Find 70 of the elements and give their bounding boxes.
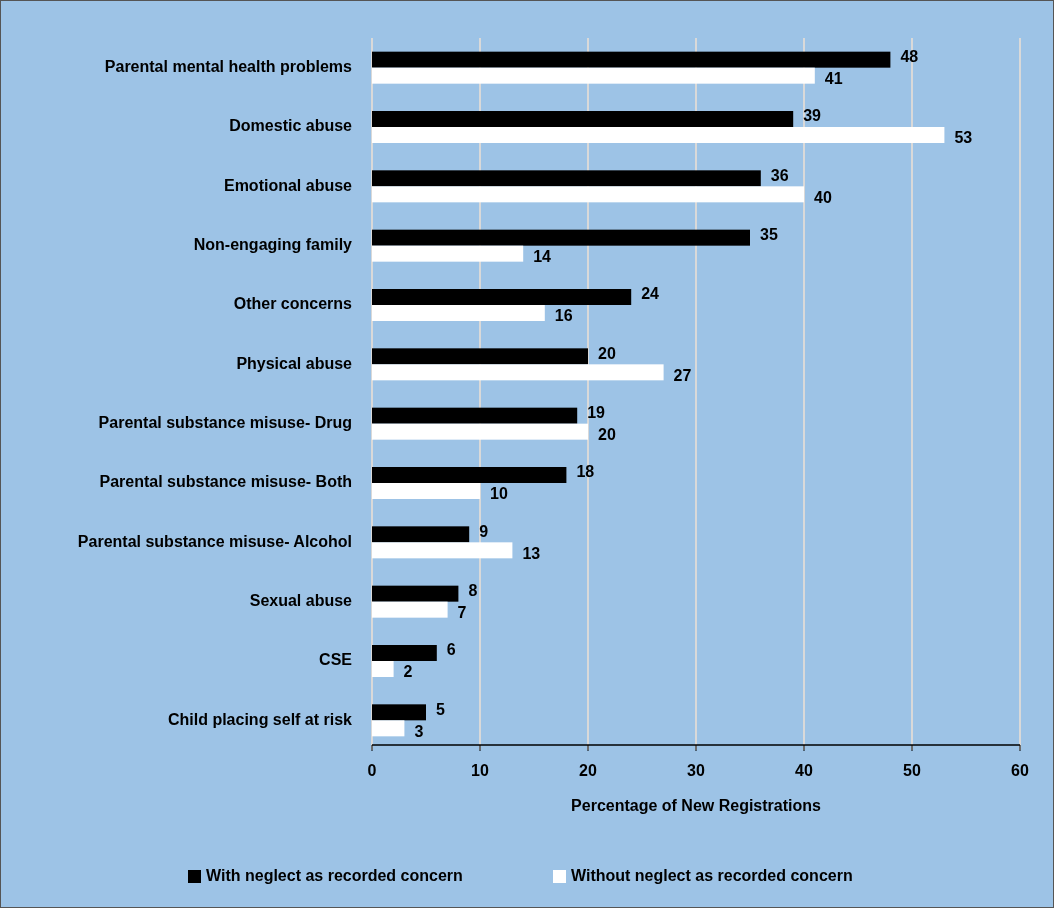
x-tick-label: 30: [687, 762, 705, 779]
y-tick-label: Emotional abuse: [223, 176, 353, 194]
bar: [372, 645, 437, 661]
data-label: 2: [403, 663, 413, 681]
data-label: 16: [554, 307, 573, 325]
data-label: 35: [760, 225, 778, 243]
data-label: 19: [587, 403, 606, 421]
bar: [372, 348, 588, 365]
y-tick-label: Non-engaging family: [193, 235, 353, 253]
data-label: 18: [576, 463, 595, 481]
x-tick-label: 40: [795, 762, 813, 779]
data-label: 53: [954, 129, 973, 147]
y-tick-label: Domestic abuse: [229, 117, 353, 135]
data-label: 20: [598, 425, 616, 443]
data-label: 41: [824, 69, 843, 87]
bar: [372, 67, 815, 84]
x-tick-label: 10: [471, 762, 489, 779]
y-tick-label: Other concerns: [233, 295, 353, 313]
data-label: 7: [457, 603, 467, 621]
y-tick-label: Parental substance misuse- Alcohol: [77, 532, 352, 550]
bar: [372, 305, 545, 321]
bar: [372, 601, 448, 618]
x-axis-title: Percentage of New Registrations: [571, 797, 822, 814]
bar: [372, 51, 891, 68]
x-tick-label: 60: [1011, 762, 1029, 779]
bar: [372, 289, 632, 305]
data-label: 14: [533, 247, 552, 265]
y-tick-label: Parental mental health problems: [104, 57, 353, 75]
data-label: 9: [479, 522, 489, 540]
data-label: 6: [446, 641, 456, 659]
bar: [372, 720, 405, 737]
x-tick-label: 20: [579, 762, 597, 779]
x-tick-label: 0: [367, 762, 377, 779]
y-tick-label: Parental substance misuse- Drug: [98, 413, 352, 431]
data-label: 10: [490, 485, 508, 503]
data-label: 8: [468, 581, 478, 599]
bar: [372, 229, 750, 246]
bar: [372, 186, 804, 203]
bar: [372, 661, 394, 677]
data-label: 24: [641, 285, 660, 303]
data-label: 36: [770, 166, 789, 184]
y-tick-label: Physical abuse: [236, 354, 353, 372]
bar: [372, 170, 761, 187]
bar: [372, 483, 480, 499]
bar: [372, 407, 578, 424]
data-label: 48: [900, 47, 919, 65]
bar: [372, 245, 524, 262]
bar: [372, 526, 470, 543]
bar: [372, 542, 513, 559]
data-label: 39: [803, 107, 822, 125]
bar: [372, 585, 459, 602]
bar: [372, 423, 588, 440]
data-label: 20: [598, 344, 616, 362]
bar: [372, 127, 945, 143]
y-tick-label: Sexual abuse: [249, 591, 353, 609]
bar: [372, 364, 664, 381]
data-label: 13: [522, 544, 541, 562]
data-label: 40: [814, 188, 832, 206]
legend-label: With neglect as recorded concern: [206, 867, 463, 885]
bar: [372, 111, 794, 127]
y-tick-label: Parental substance misuse- Both: [99, 473, 352, 491]
legend-label: Without neglect as recorded concern: [571, 867, 853, 885]
y-tick-label: CSE: [319, 651, 353, 669]
bar: [372, 467, 567, 483]
data-label: 27: [673, 366, 692, 384]
data-label: 3: [414, 722, 424, 740]
y-tick-label: Child placing self at risk: [167, 710, 353, 728]
bar: [372, 704, 426, 721]
data-label: 5: [436, 700, 445, 718]
x-tick-label: 50: [903, 762, 921, 779]
